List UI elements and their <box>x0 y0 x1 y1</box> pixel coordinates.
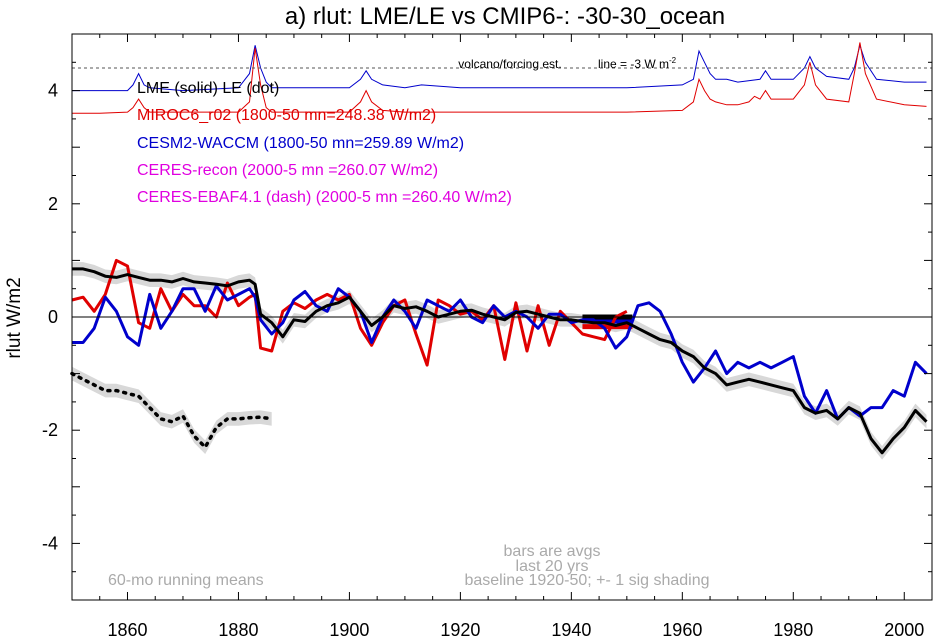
x-tick-label: 1860 <box>107 620 147 640</box>
legend-entry-3: CERES-recon (2000-5 mn =260.07 W/m2) <box>137 162 438 179</box>
line-annotation-sup: -2 <box>669 56 677 65</box>
shading-band-0 <box>72 262 927 460</box>
legend-entry-1: MIROC6_r02 (1800-50 mn=248.38 W/m2) <box>137 107 436 124</box>
chart-title: a) rlut: LME/LE vs CMIP6-: -30-30_ocean <box>285 3 725 30</box>
y-axis-label: rlut W/m2 <box>4 277 25 358</box>
running-mean-note: 60-mo running means <box>108 572 264 589</box>
volcano-trace-red <box>72 42 927 114</box>
x-tick-label: 1920 <box>440 620 480 640</box>
x-tick-label: 1940 <box>551 620 591 640</box>
series-line-0 <box>72 267 928 455</box>
baseline-note: baseline 1920-50; +- 1 sig shading <box>464 572 709 589</box>
line-annotation: line = -3 W m-2 <box>598 56 677 71</box>
y-tick-label: -2 <box>42 420 58 440</box>
y-tick-label: 4 <box>48 81 58 101</box>
axes: 1860 1880 1900 1920 1940 1960 1980 2000 4 2 0 -2 -4 <box>42 33 933 640</box>
series-layer <box>70 42 928 455</box>
volcano-trace-blue <box>72 43 927 92</box>
series-line-2 <box>71 258 628 367</box>
shading-band-1 <box>72 366 272 454</box>
legend-entry-4: CERES-EBAF4.1 (dash) (2000-5 mn =260.40 … <box>137 189 512 206</box>
legend-entry-2: CESM2-WACCM (1800-50 mn=259.89 W/m2) <box>137 135 464 152</box>
series-line-1 <box>70 371 274 449</box>
x-tick-label: 1900 <box>329 620 369 640</box>
y-tick-label: 2 <box>48 194 58 214</box>
bars-note-1: bars are avgs <box>504 543 601 560</box>
x-tick-label: 2000 <box>884 620 924 640</box>
bars-note-2: last 20 yrs <box>516 558 589 575</box>
volcano-annotation: volcano/forcing est. <box>458 57 561 71</box>
series-line-3 <box>72 284 928 421</box>
y-tick-label: 0 <box>48 307 58 327</box>
shading-layer <box>72 262 927 460</box>
x-tick-label: 1880 <box>218 620 258 640</box>
x-tick-label: 1980 <box>773 620 813 640</box>
legend-entry-0: LME (solid) LE (dot) <box>137 80 279 97</box>
legend: LME (solid) LE (dot) MIROC6_r02 (1800-50 … <box>137 80 512 206</box>
x-tick-label: 1960 <box>662 620 702 640</box>
line-annotation-text: line = -3 W m <box>598 57 669 71</box>
y-tick-label: -4 <box>42 533 58 553</box>
